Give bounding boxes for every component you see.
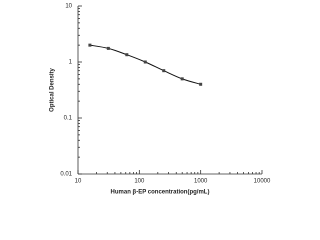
x-tick-label: 1000 [194,179,208,185]
fit-curve [89,44,201,85]
y-tick-label: 0.01 [60,172,72,178]
page: Human β-EP concentration(pg/mL) Optical … [49,3,272,196]
chart: Human β-EP concentration(pg/mL) Optical … [50,4,271,196]
x-tick-label: 10000 [254,179,271,185]
y-tick-label: 1 [69,60,73,66]
data-point [143,60,147,64]
x-tick-label: 10 [75,179,82,185]
y-tick-label: 0.1 [64,116,73,122]
x-tick-label: 100 [134,179,145,185]
data-point [162,69,166,73]
data-point [180,77,184,81]
data-point [199,82,203,86]
x-axis-label: Human β-EP concentration(pg/mL) [111,190,210,196]
data-point [125,53,129,57]
y-axis-label: Optical Density [50,68,56,112]
data-point [106,46,110,50]
y-tick-label: 10 [65,4,72,10]
data-point [88,43,92,47]
